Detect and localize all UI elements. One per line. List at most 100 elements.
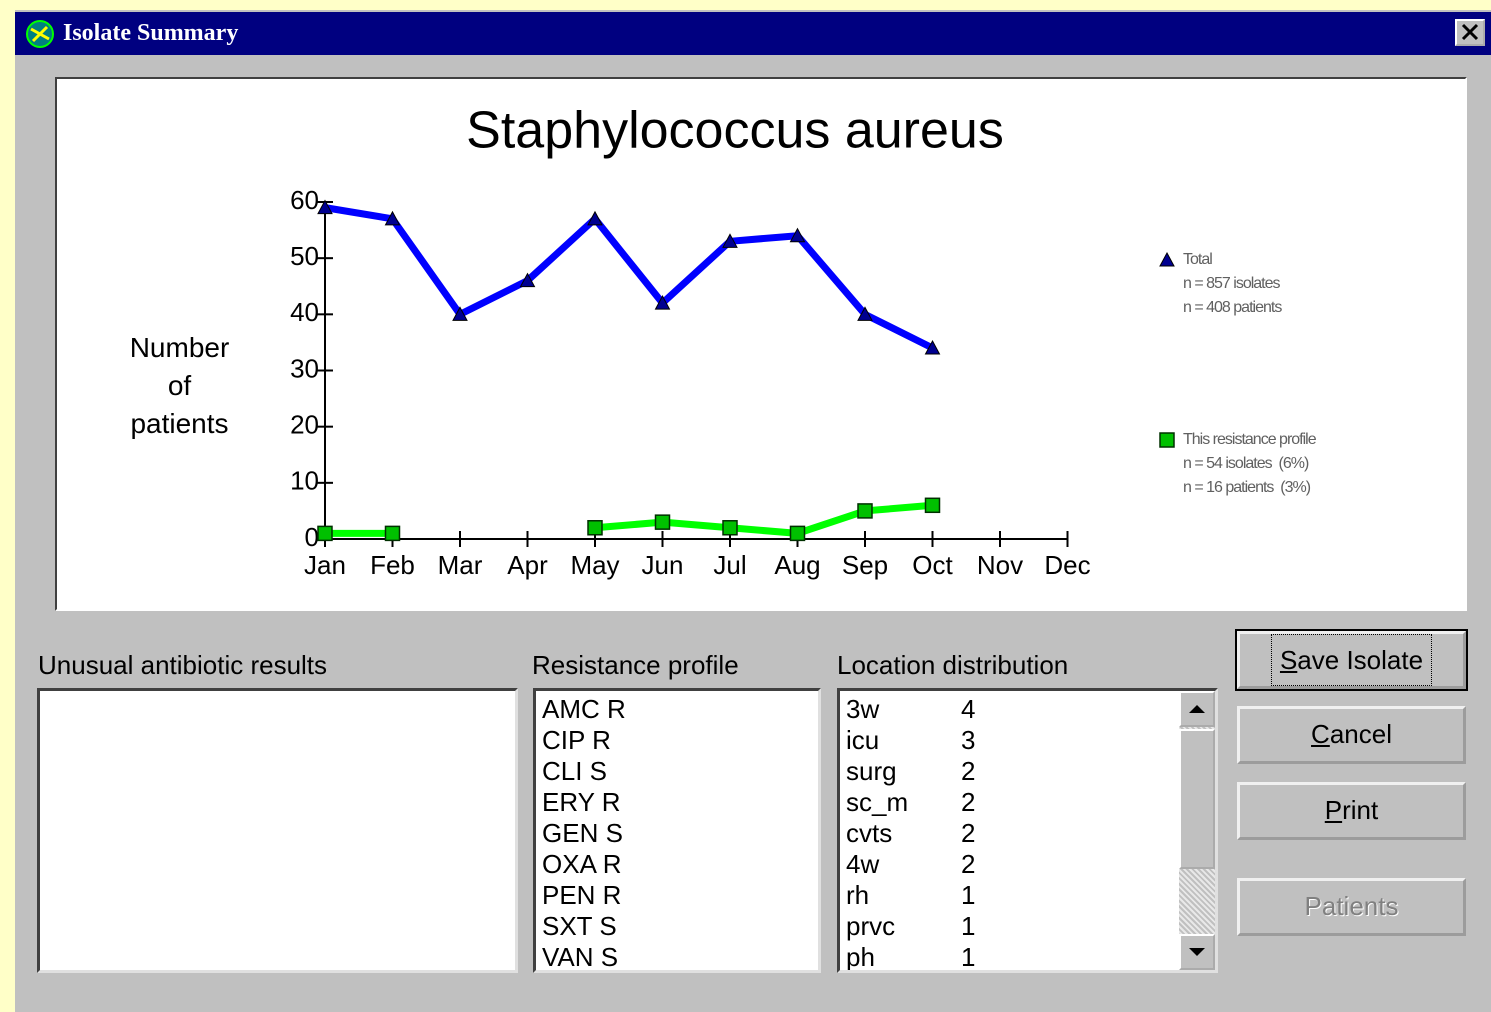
x-tick-label: Mar [438, 550, 483, 580]
y-tick-label: 40 [290, 297, 319, 327]
location-name: ph [846, 942, 875, 972]
list-item[interactable]: VAN S [542, 942, 619, 972]
list-item[interactable]: OXA R [542, 849, 622, 879]
location-name: 4w [846, 849, 880, 879]
location-count: 2 [961, 787, 976, 817]
y-tick-label: 30 [290, 353, 319, 383]
chart-title: Staphylococcus aureus [466, 102, 1004, 160]
data-point [654, 295, 671, 310]
scroll-thumb[interactable] [1179, 729, 1215, 869]
button[interactable]: Cancel [1237, 706, 1466, 764]
field-label: Resistance profile [532, 650, 739, 680]
legend-marker [1159, 432, 1175, 448]
data-point [722, 520, 738, 536]
list-item[interactable]: SXT S [542, 911, 617, 941]
legend-note: n = 54 isolates (6%) [1183, 455, 1309, 472]
list-item[interactable]: ERY R [542, 787, 621, 817]
data-point [317, 525, 333, 542]
series-line [321, 204, 936, 352]
data-point [384, 210, 401, 226]
x-tick-label: Jan [304, 550, 346, 580]
data-point [924, 497, 941, 514]
button-label: Save Isolate [1270, 634, 1433, 686]
button-label: Patients [1304, 891, 1399, 921]
resistance-profile-list[interactable]: AMC R CIP R CLI S ERY R GEN S OXA R PEN R SXT S… [533, 688, 821, 973]
location-count: 1 [961, 880, 976, 910]
data-point [857, 503, 873, 519]
x-tick-label: Oct [912, 550, 953, 580]
data-point [384, 525, 401, 542]
close-icon [1461, 23, 1479, 41]
scroll-up[interactable] [1179, 691, 1215, 727]
close-button[interactable] [1455, 19, 1485, 46]
data-point [654, 514, 671, 530]
location-count: 1 [961, 942, 976, 972]
y-axis-label: Number of patients [129, 332, 230, 439]
legend-label: Total [1183, 251, 1212, 268]
field-label: Location distribution [837, 650, 1069, 680]
legend-note: n = 857 isolates [1183, 275, 1281, 292]
data-point [519, 272, 536, 288]
location-count: 3 [961, 725, 976, 755]
location-count: 2 [961, 756, 976, 786]
legend-note: n = 16 patients (3%) [1183, 479, 1311, 496]
app-icon [26, 20, 54, 48]
y-tick-label: 50 [290, 241, 319, 271]
window-title: Isolate Summary [63, 20, 239, 46]
location-name: 3w [846, 694, 880, 724]
legend-marker [1159, 251, 1175, 267]
location-name: rh [846, 880, 870, 910]
x-tick-label: Nov [977, 550, 1023, 580]
list-item[interactable]: AMC R [542, 694, 626, 724]
up-arrow [1189, 705, 1205, 713]
list-item[interactable]: CIP R [542, 725, 611, 755]
y-tick-label: 60 [290, 185, 319, 215]
y-tick-label: 0 [305, 522, 319, 552]
button: Patients [1237, 878, 1466, 936]
button[interactable]: Print [1237, 782, 1466, 840]
y-tick-label: 20 [290, 410, 319, 440]
data-point [789, 227, 806, 243]
unusual-results-list[interactable] [37, 688, 518, 973]
list-item[interactable]: PEN R [542, 880, 622, 910]
location-name: sc_m [846, 787, 909, 817]
y-tick-label: 10 [290, 466, 319, 496]
location-count: 2 [961, 849, 976, 879]
x-tick-label: Aug [774, 550, 820, 580]
legend-note: n = 408 patients [1183, 299, 1282, 316]
location-name: prvc [846, 911, 896, 941]
list-item[interactable]: CLI S [542, 756, 608, 786]
data-point [857, 306, 873, 321]
data-point [452, 306, 468, 321]
location-name: cvts [846, 818, 893, 848]
location-name: surg [846, 756, 897, 786]
data-point [587, 520, 603, 536]
data-point [317, 199, 333, 215]
button-label: Print [1324, 795, 1379, 825]
legend-label: This resistance profile [1183, 431, 1317, 448]
location-count: 4 [961, 694, 976, 724]
x-tick-label: Sep [842, 550, 888, 580]
series-line [321, 501, 936, 537]
list-item[interactable]: GEN S [542, 818, 623, 848]
x-tick-label: Jun [642, 550, 684, 580]
button-label: Cancel [1311, 719, 1392, 749]
data-point [587, 210, 603, 226]
location-list[interactable]: 3w 4 icu 3 surg 2 sc_m 2 cvts 2 4w 2 rh 1 prvc 1 ph 1 [837, 688, 1218, 973]
x-tick-label: May [570, 550, 619, 580]
location-name: icu [846, 725, 880, 755]
data-point [722, 233, 738, 248]
data-point [789, 525, 806, 542]
location-count: 2 [961, 818, 976, 848]
scrollbar[interactable] [1179, 691, 1215, 970]
field-label: Unusual antibiotic results [38, 650, 328, 680]
location-count: 1 [961, 911, 976, 941]
scroll-down[interactable] [1179, 934, 1215, 970]
dialog: Isolate Summary Staphylococcus aureus 0 1… [15, 10, 1491, 1012]
chart-panel: Staphylococcus aureus 0 10 20 30 40 50 60 Jan Fe… [55, 77, 1467, 611]
x-tick-label: Dec [1044, 550, 1090, 580]
data-point [924, 339, 941, 355]
down-arrow [1189, 948, 1205, 956]
button[interactable]: Save Isolate [1235, 629, 1468, 691]
